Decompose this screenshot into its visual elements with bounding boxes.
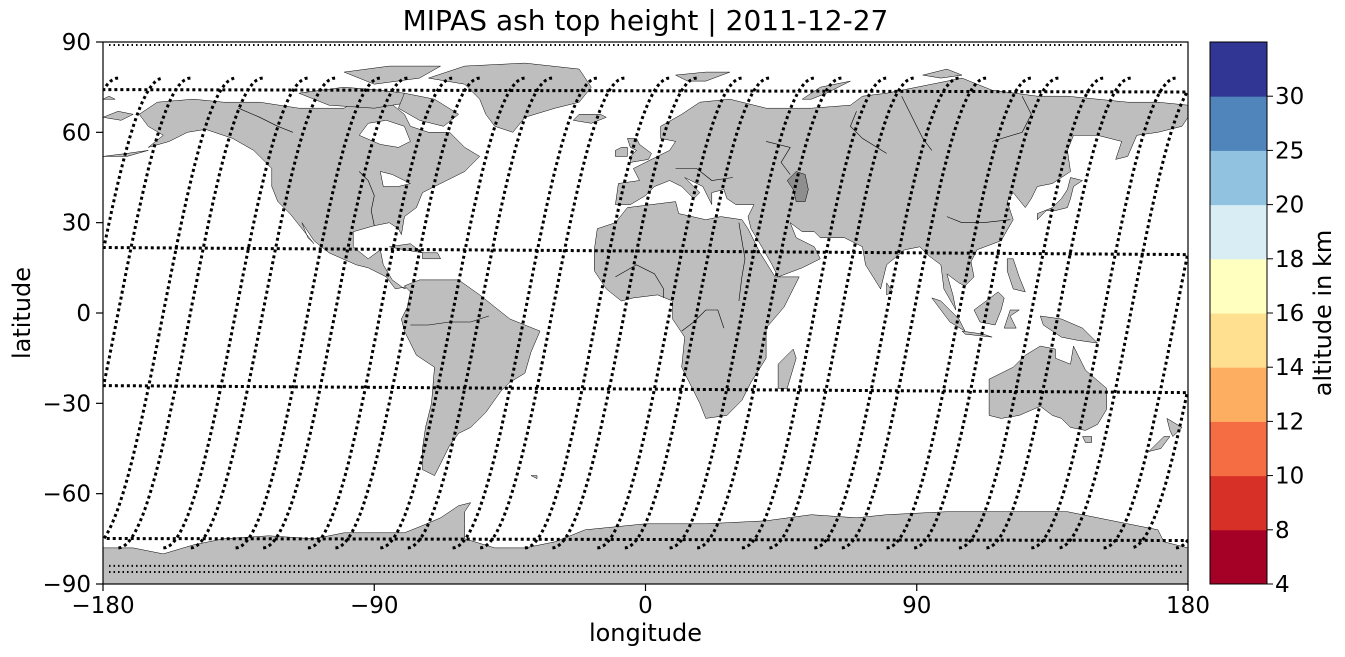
land-tasmania xyxy=(1082,436,1092,443)
river-nile xyxy=(738,222,746,302)
land-chukotka xyxy=(103,111,134,121)
colorbar-tick-label: 12 xyxy=(1275,409,1304,435)
x-tick-label: −180 xyxy=(71,593,134,619)
colorbar-tick-label: 8 xyxy=(1275,518,1290,544)
land-greenland xyxy=(428,62,592,133)
land-philippines xyxy=(1006,258,1026,293)
y-axis-label: latitude xyxy=(8,266,36,360)
y-axis-ticks: 90 60 30 0 −30 −60 −90 xyxy=(42,30,103,598)
colorbar-tick-label: 4 xyxy=(1275,572,1290,598)
land-iceland xyxy=(572,114,607,124)
land-new-zealand-n xyxy=(1166,417,1183,437)
x-axis-label: longitude xyxy=(588,619,703,647)
colorbar-tick-label: 30 xyxy=(1275,84,1304,110)
satellite-tracks xyxy=(103,44,1188,573)
y-tick-label: −60 xyxy=(42,482,91,508)
land-borneo xyxy=(973,291,1005,326)
y-tick-label: −90 xyxy=(42,572,91,598)
land-new-zealand-s xyxy=(1147,436,1171,452)
colorbar-tick-label: 18 xyxy=(1275,247,1304,273)
land-eurasia xyxy=(615,77,1188,311)
land-uk xyxy=(627,138,652,163)
colorbar-bin xyxy=(1210,367,1267,422)
x-tick-label: 90 xyxy=(902,593,931,619)
land-new-guinea xyxy=(1039,315,1099,344)
colorbar: 4 8 10 12 14 16 18 20 25 30 xyxy=(1209,41,1304,598)
colorbar-bin xyxy=(1210,475,1267,531)
colorbar-tick-label: 25 xyxy=(1275,138,1304,164)
y-tick-label: −30 xyxy=(42,391,91,417)
land-ireland xyxy=(615,147,628,157)
x-tick-label: −90 xyxy=(350,593,399,619)
lake-great-lakes xyxy=(379,171,412,187)
colorbar-bin xyxy=(1210,42,1267,97)
colorbar-bin xyxy=(1210,529,1267,585)
river-yenisei xyxy=(901,96,933,151)
track-descending-0 xyxy=(103,76,1188,550)
colorbar-tick-label: 16 xyxy=(1275,301,1304,327)
land-java xyxy=(961,330,993,338)
land-svalbard xyxy=(674,71,730,82)
x-tick-label: 0 xyxy=(638,593,653,619)
colorbar-label: altitude in km xyxy=(1309,229,1337,397)
land-japan xyxy=(1037,177,1084,221)
river-danube xyxy=(675,168,733,181)
chart-title: MIPAS ash top height | 2011-12-27 xyxy=(402,4,889,37)
colorbar-bin xyxy=(1210,150,1267,206)
y-tick-label: 0 xyxy=(76,301,91,327)
land-south-america xyxy=(401,279,541,476)
land-north-america xyxy=(138,95,481,290)
colorbar-tick-label: 14 xyxy=(1275,355,1304,381)
river-lena xyxy=(992,96,1032,142)
colorbar-bin xyxy=(1210,204,1267,260)
x-tick-label: 180 xyxy=(1166,593,1210,619)
river-ob xyxy=(850,111,887,154)
river-mississippi xyxy=(358,171,375,226)
rivers xyxy=(238,96,1032,332)
track-descending-1 xyxy=(117,76,263,550)
land-severnaya xyxy=(922,68,963,79)
colorbar-tick-label: 20 xyxy=(1275,193,1304,219)
y-tick-label: 60 xyxy=(62,120,91,146)
river-yangtze xyxy=(946,216,1011,223)
land-hispaniola xyxy=(422,252,442,260)
track-ascending-6 xyxy=(524,76,670,550)
x-axis-ticks: −180 −90 0 90 180 xyxy=(71,584,1210,619)
colorbar-bin xyxy=(1210,96,1267,151)
colorbar-bin xyxy=(1210,421,1267,477)
land-wrangel xyxy=(103,95,116,100)
river-mackenzie xyxy=(238,107,294,133)
land-south-georgia xyxy=(530,475,538,480)
track-ascending-0 xyxy=(103,76,1188,550)
land-canadian-islands-2 xyxy=(343,65,442,85)
river-volga xyxy=(766,141,791,175)
land-baffin xyxy=(398,92,460,127)
colorbar-tick-label: 10 xyxy=(1275,464,1304,490)
land-masses xyxy=(103,62,1188,584)
track-descending-14 xyxy=(103,76,1188,550)
land-sulawesi xyxy=(1003,309,1021,329)
river-niger xyxy=(615,264,664,298)
colorbar-bin xyxy=(1210,258,1267,314)
colorbar-bin xyxy=(1210,313,1267,368)
y-tick-label: 30 xyxy=(62,211,91,237)
y-tick-label: 90 xyxy=(62,30,91,56)
land-madagascar xyxy=(777,348,797,389)
track-ascending-14 xyxy=(103,76,1188,550)
land-australia xyxy=(988,345,1107,431)
river-congo xyxy=(681,309,725,332)
